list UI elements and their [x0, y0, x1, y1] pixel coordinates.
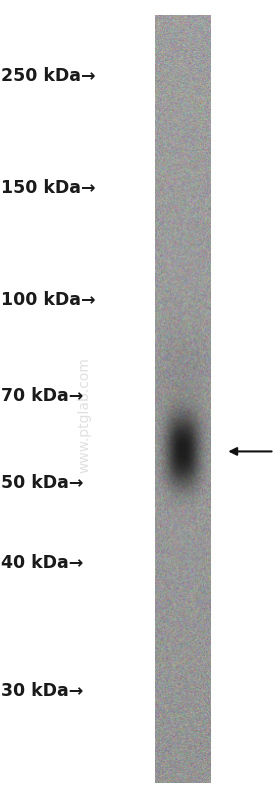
- Text: 40 kDa→: 40 kDa→: [1, 555, 84, 572]
- Text: www.ptglab.com: www.ptglab.com: [77, 357, 91, 474]
- Text: 250 kDa→: 250 kDa→: [1, 67, 96, 85]
- Text: 150 kDa→: 150 kDa→: [1, 179, 96, 197]
- Text: 50 kDa→: 50 kDa→: [1, 475, 84, 492]
- Text: 70 kDa→: 70 kDa→: [1, 387, 84, 404]
- Text: 100 kDa→: 100 kDa→: [1, 291, 96, 308]
- Text: 30 kDa→: 30 kDa→: [1, 682, 84, 700]
